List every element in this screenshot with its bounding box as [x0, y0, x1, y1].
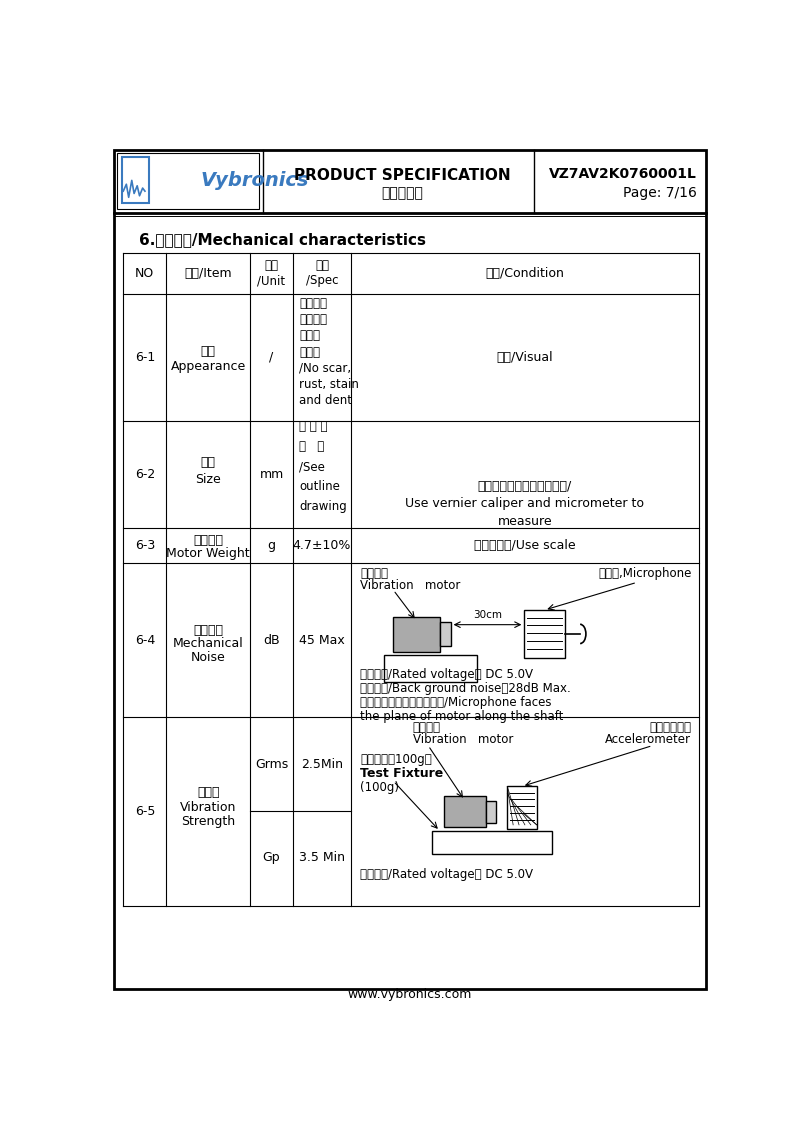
Bar	[122, 157, 149, 204]
Bar	[486, 801, 496, 822]
Text: NO: NO	[135, 267, 154, 279]
Bar	[432, 831, 552, 854]
Text: 拾音器,Microphone: 拾音器,Microphone	[598, 567, 691, 579]
Text: 迹等不: 迹等不	[299, 329, 320, 343]
Text: Appearance: Appearance	[170, 360, 246, 373]
Text: Gp: Gp	[262, 852, 280, 864]
Text: 额定电压/Rated voltage： DC 5.0V: 额定电压/Rated voltage： DC 5.0V	[360, 668, 533, 681]
Text: 6-5: 6-5	[134, 805, 155, 818]
Text: 背景噪音/Back ground noise：28dB Max.: 背景噪音/Back ground noise：28dB Max.	[360, 682, 570, 696]
Text: 条件/Condition: 条件/Condition	[486, 267, 564, 279]
Text: Page: 7/16: Page: 7/16	[623, 187, 697, 200]
Text: Vybronics: Vybronics	[201, 171, 310, 190]
Text: Test Fixture: Test Fixture	[360, 767, 443, 779]
Text: the plane of motor along the shaft: the plane of motor along the shaft	[360, 710, 563, 723]
Text: Use vernier caliper and micrometer to: Use vernier caliper and micrometer to	[406, 498, 644, 510]
Text: 额定电压/Rated voltage： DC 5.0V: 额定电压/Rated voltage： DC 5.0V	[360, 869, 533, 881]
Text: Motor Weight: Motor Weight	[166, 547, 250, 560]
Text: 振动量: 振动量	[197, 786, 219, 798]
Text: Vibration: Vibration	[180, 801, 236, 813]
Text: www.vybronics.com: www.vybronics.com	[348, 987, 472, 1001]
Text: 目测/Visual: 目测/Visual	[497, 351, 554, 363]
Text: 6.机械特性/Mechanical characteristics: 6.机械特性/Mechanical characteristics	[138, 232, 426, 248]
Bar	[117, 153, 259, 209]
Text: Size: Size	[195, 473, 221, 485]
Bar	[524, 610, 565, 658]
Bar	[440, 622, 450, 647]
Text: 电机重量: 电机重量	[193, 534, 223, 547]
Text: g: g	[267, 539, 275, 552]
Text: Vibration   motor: Vibration motor	[360, 579, 460, 592]
Text: 详 见 外: 详 见 外	[299, 421, 328, 433]
Text: /: /	[270, 351, 274, 363]
Text: 外观: 外观	[201, 345, 216, 357]
Text: PRODUCT SPECIFICATION: PRODUCT SPECIFICATION	[294, 169, 510, 183]
Text: dB: dB	[263, 633, 280, 647]
Text: 尺寸: 尺寸	[201, 456, 216, 468]
Text: 2.5Min: 2.5Min	[301, 758, 343, 770]
Text: Noise: Noise	[191, 650, 226, 664]
Text: 拾音器沿轴向正对电机平面/Microphone faces: 拾音器沿轴向正对电机平面/Microphone faces	[360, 696, 551, 709]
Text: outline: outline	[299, 481, 340, 493]
Text: mm: mm	[259, 468, 284, 481]
Text: 6-4: 6-4	[134, 633, 155, 647]
Text: 用天平测量/Use scale: 用天平测量/Use scale	[474, 539, 576, 552]
Text: 6-2: 6-2	[134, 468, 155, 481]
Text: 加速度传感器: 加速度传感器	[650, 720, 691, 734]
Text: 振动电机: 振动电机	[413, 720, 441, 734]
Text: 良现象: 良现象	[299, 346, 320, 359]
Text: /See: /See	[299, 460, 325, 473]
Text: Accelerometer: Accelerometer	[606, 733, 691, 746]
Text: /No scar,: /No scar,	[299, 362, 351, 374]
Text: Strength: Strength	[181, 814, 235, 828]
Text: 产品规格书: 产品规格书	[382, 187, 423, 200]
Text: Grms: Grms	[255, 758, 288, 770]
Text: rust, stain: rust, stain	[299, 378, 359, 391]
Text: (100g): (100g)	[360, 780, 399, 794]
Text: 形   图: 形 图	[299, 440, 325, 454]
Text: 4.7±10%: 4.7±10%	[293, 539, 351, 552]
Text: Mechanical: Mechanical	[173, 638, 243, 650]
Text: drawing: drawing	[299, 500, 347, 513]
Text: 振动电机: 振动电机	[360, 567, 388, 579]
Text: Vibration   motor: Vibration motor	[413, 733, 513, 746]
Text: 6-3: 6-3	[134, 539, 155, 552]
Bar	[507, 786, 537, 829]
Text: 单位
/Unit: 单位 /Unit	[258, 259, 286, 287]
Text: 锈蚀、污: 锈蚀、污	[299, 313, 327, 326]
Text: 使用游标卡尺和千分尺测量/: 使用游标卡尺和千分尺测量/	[478, 480, 572, 493]
Text: 测试夹具（100g）: 测试夹具（100g）	[360, 753, 432, 766]
Bar	[384, 656, 477, 682]
Text: 机械噪音: 机械噪音	[193, 623, 223, 637]
Bar	[394, 618, 440, 651]
Text: 规格
/Spec: 规格 /Spec	[306, 259, 338, 287]
Text: measure: measure	[498, 515, 552, 528]
Text: VZ7AV2K0760001L: VZ7AV2K0760001L	[549, 167, 697, 181]
Text: and dent: and dent	[299, 394, 352, 407]
Text: 无划痕、: 无划痕、	[299, 297, 327, 310]
Text: 3.5 Min: 3.5 Min	[299, 852, 345, 864]
Text: 项目/Item: 项目/Item	[184, 267, 232, 279]
Text: 30cm: 30cm	[473, 611, 502, 621]
Text: 6-1: 6-1	[134, 351, 155, 363]
Text: 45 Max: 45 Max	[299, 633, 345, 647]
Bar	[444, 796, 486, 827]
